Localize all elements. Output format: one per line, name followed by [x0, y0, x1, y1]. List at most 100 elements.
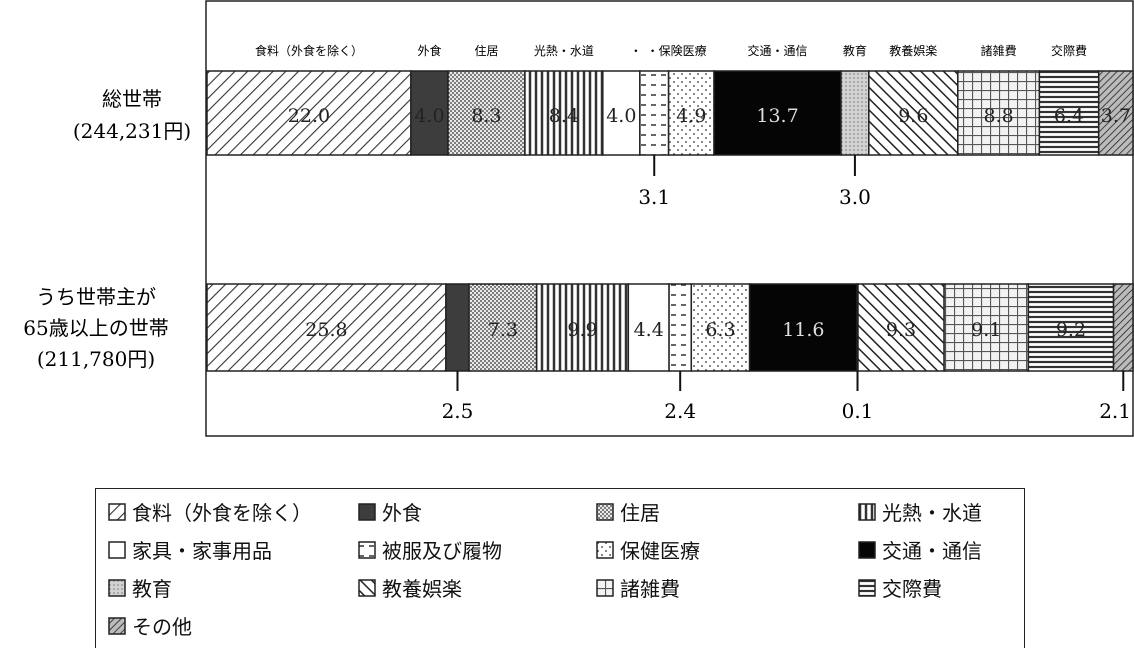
- legend-swatch-11: [858, 578, 876, 597]
- value-label-r1-c10: 9.1: [971, 319, 1001, 341]
- legend-item-5: 被服及び履物: [358, 535, 502, 564]
- legend-label-0: 食料（外食を除く）: [132, 501, 312, 525]
- value-label-r0-c9: 9.6: [898, 105, 928, 127]
- top-label-8: 教養娯楽: [889, 43, 937, 58]
- callout-label-r0-1: 3.0: [839, 185, 871, 209]
- top-label-2: 住居: [474, 44, 498, 58]
- legend-label-10: 諸雑費: [620, 577, 680, 601]
- value-label-r0-c1: 4.0: [414, 105, 444, 127]
- value-label-r0-c11: 6.4: [1054, 105, 1084, 127]
- row-label-elderly-line1: うち世帯主が: [36, 285, 156, 309]
- legend-label-9: 教養娯楽: [382, 577, 462, 601]
- bar-segment-r1-c12: [1112, 283, 1134, 372]
- legend-item-6: 保健医療: [596, 535, 700, 564]
- bar-segment-r1-c10: [943, 283, 1030, 372]
- bar-segment-r1-c0: [206, 283, 447, 372]
- bar-segment-r0-c1: [410, 70, 449, 156]
- legend-label-7: 交通・通信: [882, 539, 982, 563]
- value-label-r0-c3: 8.4: [549, 105, 579, 127]
- legend-label-6: 保健医療: [620, 539, 700, 563]
- legend-item-0: 食料（外食を除く）: [108, 497, 312, 526]
- callout-label-r1-2: 0.1: [842, 399, 874, 423]
- bar-segment-r1-c11: [1027, 283, 1115, 372]
- legend-item-10: 諸雑費: [596, 573, 680, 602]
- value-label-r1-c3: 9.9: [567, 319, 597, 341]
- bar-segment-r0-c11: [1038, 70, 1100, 156]
- bar-segment-r1-c5: [668, 283, 693, 372]
- top-category-labels: 食料（外食を除く） 外食 住居 光熱・水道 ・・保険医療 交通・通信 教育 教養娯楽 諸雑費 交際…: [255, 43, 1087, 58]
- bar-segment-r0-c7: [713, 70, 842, 156]
- legend-swatch-2: [596, 502, 614, 521]
- top-label-5: ・保険医療: [647, 44, 707, 58]
- bar-segment-r1-c1: [445, 283, 470, 372]
- legend-item-2: 住居: [596, 497, 660, 526]
- callout-label-r1-0: 2.5: [442, 399, 474, 423]
- top-label-1: 外食: [417, 43, 441, 58]
- legend-swatch-12: [108, 616, 126, 635]
- callout-label-r1-3: 2.1: [1099, 399, 1131, 423]
- top-label-6: 交通・通信: [748, 43, 808, 58]
- row-label-elderly-line3: (211,780円): [37, 347, 155, 371]
- legend-label-5: 被服及び履物: [382, 539, 502, 563]
- row-label-total-line1: 総世帯: [102, 87, 162, 111]
- row-label-total-line2: (244,231円): [73, 119, 191, 143]
- legend-item-1: 外食: [358, 497, 422, 526]
- legend-item-7: 交通・通信: [858, 535, 982, 564]
- top-label-0: 食料（外食を除く）: [255, 43, 363, 58]
- legend-swatch-4: [108, 540, 126, 559]
- value-label-r0-c10: 8.8: [983, 105, 1013, 127]
- callout-label-r0-0: 3.1: [638, 185, 670, 209]
- chart-frame: [205, 0, 1134, 437]
- legend-swatch-1: [358, 502, 376, 521]
- legend-swatch-5: [358, 540, 376, 559]
- value-label-r0-c4: 4.0: [606, 105, 636, 127]
- value-label-r0-c0: 22.0: [288, 105, 330, 127]
- bar-segment-r1-c3: [535, 283, 630, 372]
- bar-segment-r0-c2: [447, 70, 526, 156]
- legend-swatch-0: [108, 502, 126, 521]
- bar-segment-r0-c4: [602, 70, 641, 156]
- value-label-r1-c7: 11.6: [782, 319, 824, 341]
- legend: 食料（外食を除く） 外食 住居 光熱・水道家具・家事用品 被服及び履物 保健医療 交通・通信…: [95, 488, 1025, 648]
- value-label-r1-c2: 7.3: [488, 319, 518, 341]
- legend-label-8: 教育: [132, 577, 172, 601]
- legend-label-1: 外食: [382, 501, 422, 525]
- legend-label-11: 交際費: [882, 577, 942, 601]
- top-label-9: 諸雑費: [981, 43, 1017, 58]
- bar-segment-r1-c7: [748, 283, 858, 372]
- legend-item-3: 光熱・水道: [858, 497, 982, 526]
- legend-swatch-7: [858, 540, 876, 559]
- top-label-3: 光熱・水道: [534, 44, 594, 58]
- legend-swatch-6: [596, 540, 614, 559]
- value-label-r1-c9: 9.3: [886, 319, 916, 341]
- value-label-r0-c7: 13.7: [756, 105, 798, 127]
- bar-segment-r1-c2: [468, 283, 538, 372]
- value-label-r1-c6: 6.3: [705, 319, 735, 341]
- legend-label-2: 住居: [620, 501, 660, 525]
- bar-segment-r0-c5: [639, 70, 670, 156]
- legend-swatch-3: [858, 502, 876, 521]
- value-label-r0-c6: 4.9: [676, 105, 706, 127]
- legend-item-12: その他: [108, 611, 192, 640]
- top-label-4: ・: [630, 44, 642, 58]
- row-label-elderly: うち世帯主が 65歳以上の世帯 (211,780円): [23, 285, 168, 371]
- bar-segment-r0-c12: [1097, 70, 1134, 156]
- row-label-total: 総世帯 (244,231円): [73, 87, 191, 143]
- top-label-7: 教育: [843, 43, 867, 58]
- legend-swatch-8: [108, 578, 126, 597]
- value-label-r1-c11: 9.2: [1056, 319, 1086, 341]
- bars-group: 22.0 4.0 8.3 8.4 4.0 4.9 13.7 9.6 8.8 6.4 3.7 3.1 3.…: [206, 70, 1134, 423]
- legend-item-9: 教養娯楽: [358, 573, 462, 602]
- legend-item-8: 教育: [108, 573, 172, 602]
- legend-swatch-9: [358, 578, 376, 597]
- row-label-elderly-line2: 65歳以上の世帯: [23, 316, 168, 340]
- bar-segment-r0-c8: [840, 70, 870, 156]
- bar-segment-r1-c6: [690, 283, 751, 372]
- legend-label-4: 家具・家事用品: [132, 539, 272, 563]
- bar-segment-r0-c0: [206, 70, 412, 156]
- legend-swatch-10: [596, 578, 614, 597]
- value-label-r0-c12: 3.7: [1101, 105, 1131, 127]
- value-label-r1-c0: 25.8: [305, 319, 347, 341]
- top-label-10: 交際費: [1051, 43, 1087, 58]
